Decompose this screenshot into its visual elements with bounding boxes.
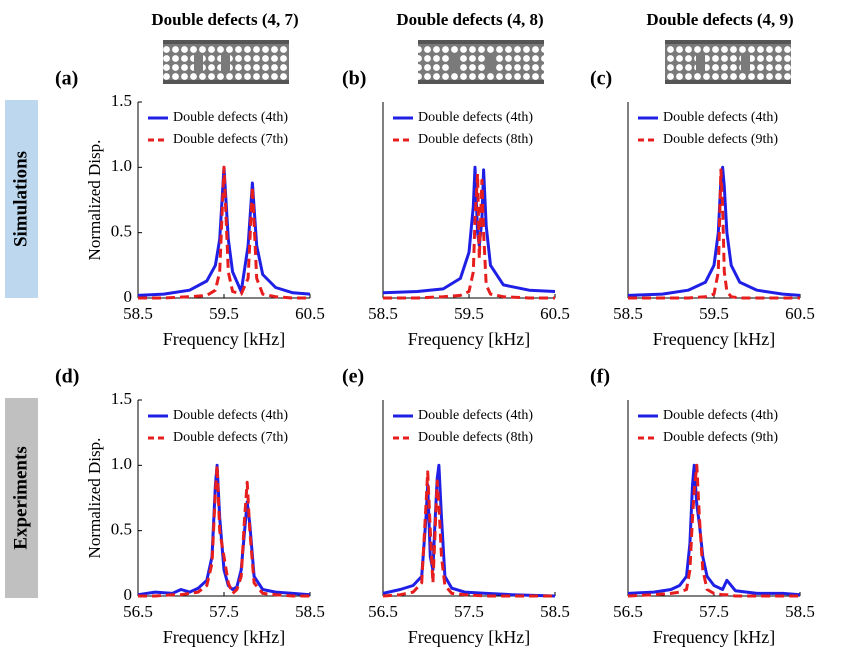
- defect: [485, 53, 494, 71]
- x-tick-label: 59.5: [209, 304, 239, 323]
- legend-label: Double defects (9th): [663, 430, 778, 445]
- row-label: Experiments: [10, 446, 31, 549]
- legend-label: Double defects (8th): [418, 430, 533, 445]
- panel-label: (b): [342, 68, 366, 90]
- x-tick-label: 59.5: [454, 304, 484, 323]
- y-axis-label: Normalized Disp.: [85, 438, 104, 559]
- x-tick-label: 59.5: [699, 304, 729, 323]
- x-axis-label: Frequency [kHz]: [408, 329, 530, 349]
- lattice-bar: [163, 40, 289, 44]
- y-tick-label: 1.5: [111, 91, 132, 110]
- y-axis-label: Normalized Disp.: [85, 140, 104, 261]
- row-label-box: [5, 398, 38, 598]
- x-tick-label: 58.5: [540, 602, 570, 621]
- legend-label: Double defects (9th): [663, 132, 778, 147]
- defect: [741, 53, 750, 71]
- x-axis-label: Frequency [kHz]: [653, 627, 775, 647]
- panel-label: (e): [342, 366, 364, 388]
- y-tick-label: 0: [124, 585, 133, 604]
- defect: [696, 53, 705, 71]
- row-label-box: [5, 100, 38, 298]
- lattice-bar: [665, 80, 791, 84]
- x-tick-label: 56.5: [368, 602, 398, 621]
- legend-label: Double defects (4th): [173, 110, 288, 125]
- x-axis-label: Frequency [kHz]: [653, 329, 775, 349]
- lattice: [665, 44, 791, 80]
- x-tick-label: 58.5: [613, 304, 643, 323]
- lattice-icons: [163, 40, 791, 84]
- defect: [449, 53, 458, 71]
- legend-label: Double defects (8th): [418, 132, 533, 147]
- panel-label: (c): [590, 68, 612, 90]
- series-line: [628, 168, 800, 300]
- series-line: [138, 463, 310, 598]
- y-tick-label: 1.5: [111, 389, 132, 408]
- x-tick-label: 60.5: [785, 304, 815, 323]
- series-line: [138, 165, 310, 300]
- column-title: Double defects (4, 7): [151, 10, 298, 29]
- y-tick-label: 1.0: [111, 454, 132, 473]
- legend-label: Double defects (4th): [173, 408, 288, 423]
- series-line: [383, 172, 555, 300]
- legend-label: Double defects (7th): [173, 132, 288, 147]
- panel-label: (a): [55, 68, 78, 90]
- series-line: [627, 463, 801, 597]
- panel-label: (d): [55, 366, 79, 388]
- x-axis-label: Frequency [kHz]: [163, 329, 285, 349]
- x-tick-label: 60.5: [540, 304, 570, 323]
- x-tick-label: 57.5: [209, 602, 239, 621]
- x-tick-label: 60.5: [295, 304, 325, 323]
- y-tick-label: 0.5: [111, 222, 132, 241]
- x-tick-label: 58.5: [123, 304, 153, 323]
- x-tick-label: 58.5: [368, 304, 398, 323]
- x-axis-label: Frequency [kHz]: [163, 627, 285, 647]
- series-line: [382, 463, 556, 598]
- series-line: [382, 470, 555, 598]
- legend-label: Double defects (4th): [663, 110, 778, 125]
- x-tick-label: 57.5: [699, 602, 729, 621]
- lattice-bar: [163, 80, 289, 84]
- defect: [194, 53, 203, 71]
- series-line: [627, 165, 801, 297]
- series-line: [137, 165, 311, 297]
- legend-label: Double defects (7th): [173, 430, 288, 445]
- x-tick-label: 56.5: [613, 602, 643, 621]
- column-title: Double defects (4, 8): [396, 10, 543, 29]
- lattice: [418, 44, 544, 80]
- legend-label: Double defects (4th): [418, 110, 533, 125]
- y-tick-label: 1.0: [111, 156, 132, 175]
- series-line: [627, 463, 800, 598]
- lattice-bar: [665, 40, 791, 44]
- legend-label: Double defects (4th): [418, 408, 533, 423]
- lattice-bar: [418, 80, 544, 84]
- x-tick-label: 58.5: [295, 602, 325, 621]
- x-tick-label: 56.5: [123, 602, 153, 621]
- legend-label: Double defects (4th): [663, 408, 778, 423]
- column-title: Double defects (4, 9): [646, 10, 793, 29]
- x-tick-label: 57.5: [454, 602, 484, 621]
- x-tick-label: 58.5: [785, 602, 815, 621]
- panel-label: (f): [590, 366, 610, 388]
- y-tick-label: 0.5: [111, 520, 132, 539]
- defect: [221, 53, 230, 71]
- row-label: Simulations: [10, 151, 31, 247]
- series-line: [137, 463, 311, 597]
- series-line: [382, 165, 556, 295]
- y-tick-label: 0: [124, 287, 133, 306]
- x-axis-label: Frequency [kHz]: [408, 627, 530, 647]
- lattice-bar: [418, 40, 544, 44]
